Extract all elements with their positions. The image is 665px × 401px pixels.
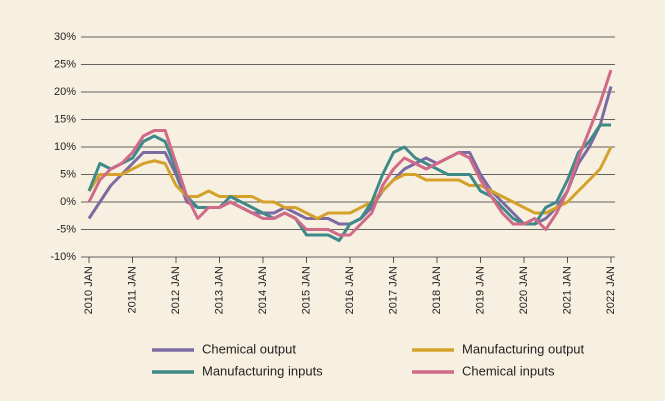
series-line xyxy=(87,146,613,220)
legend-label: Manufacturing output xyxy=(462,341,585,356)
y-tick-label: 30% xyxy=(54,31,76,43)
x-tick-label: 2016 JAN xyxy=(344,266,356,314)
y-tick-label: 15% xyxy=(54,113,76,125)
x-tick-label: 2013 JAN xyxy=(213,266,225,314)
x-tick-label: 2011 JAN xyxy=(126,266,138,314)
series-line xyxy=(87,69,613,237)
x-tick-label: 2019 JAN xyxy=(474,266,486,314)
y-tick-label: 25% xyxy=(54,58,76,70)
x-tick-label: 2017 JAN xyxy=(387,266,399,314)
y-tick-label: -5% xyxy=(56,223,76,235)
y-tick-label: 20% xyxy=(54,86,76,98)
x-tick-label: 2012 JAN xyxy=(170,266,182,314)
x-tick-label: 2010 JAN xyxy=(83,266,95,314)
y-tick-label: 5% xyxy=(60,168,76,180)
x-tick-label: 2020 JAN xyxy=(518,266,530,314)
y-tick-label: 0% xyxy=(60,196,76,208)
x-tick-label: 2022 JAN xyxy=(605,266,617,314)
x-tick-label: 2018 JAN xyxy=(431,266,443,314)
y-tick-label: -10% xyxy=(50,251,76,263)
y-tick-label: 10% xyxy=(54,141,76,153)
series-line xyxy=(87,123,611,242)
x-tick-label: 2015 JAN xyxy=(300,266,312,314)
x-tick-label: 2014 JAN xyxy=(257,266,269,314)
legend-label: Chemical output xyxy=(202,341,296,356)
legend-label: Chemical inputs xyxy=(462,363,555,378)
series-line xyxy=(87,86,613,226)
legend-label: Manufacturing inputs xyxy=(202,363,323,378)
x-tick-label: 2021 JAN xyxy=(561,266,573,314)
